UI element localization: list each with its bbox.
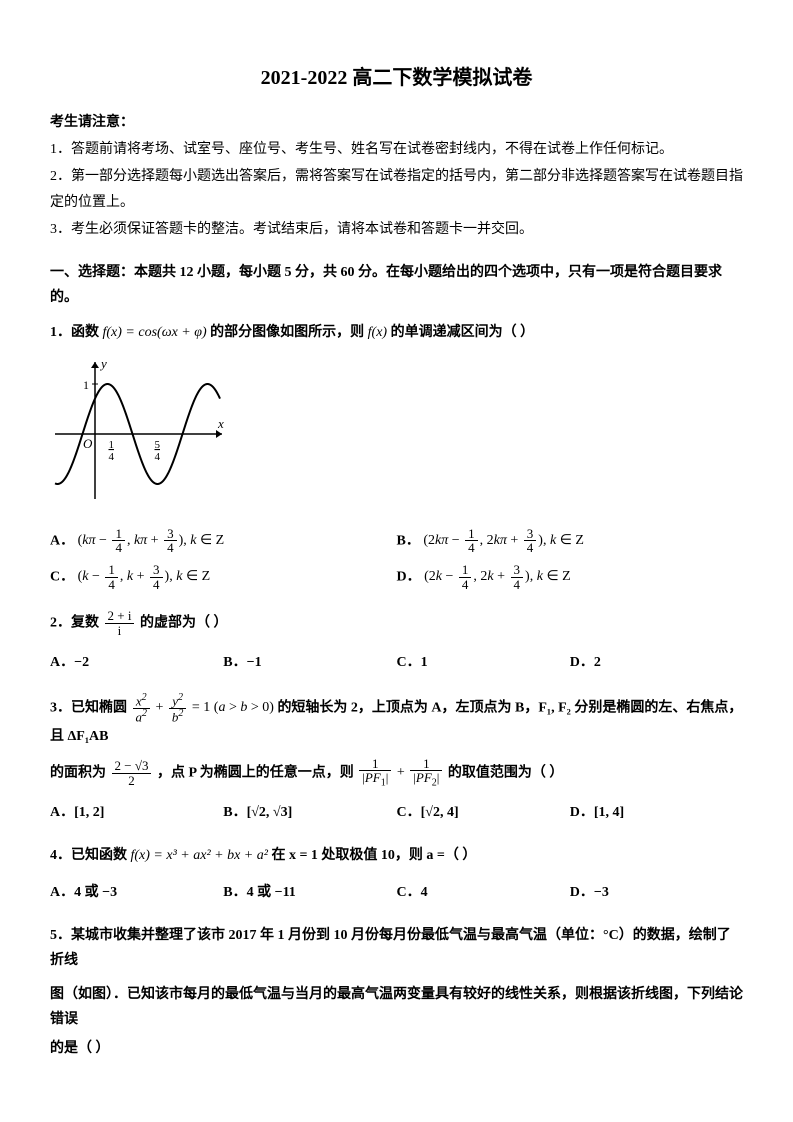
q3-option-d: D．[1, 4] [570, 800, 743, 825]
q2-option-d: D．2 [570, 650, 743, 675]
q3-area-frac: 2 − √3 2 [112, 759, 152, 787]
cosine-graph-svg: yxO11454 [50, 354, 230, 504]
q3-area-num: 2 − √3 [112, 759, 152, 774]
svg-text:y: y [99, 356, 107, 371]
page-title: 2021-2022 高二下数学模拟试卷 [50, 60, 743, 96]
svg-text:5: 5 [155, 439, 161, 451]
q1-fx: f(x) [368, 325, 387, 340]
q4-option-a: A．4 或 −3 [50, 880, 223, 905]
question-5-line3: 的是（ ） [50, 1036, 743, 1061]
q1-graph: yxO11454 [50, 354, 743, 513]
question-4: 4．已知函数 f(x) = x³ + ax² + bx + a² 在 x = 1… [50, 843, 743, 868]
q2-options: A．−2 B．−1 C．1 D．2 [50, 646, 743, 679]
opt-label: D． [397, 569, 421, 584]
question-3: 3．已知椭圆 x2a2 + y2b2 = 1 (a > b > 0) 的短轴长为… [50, 693, 743, 749]
opt-label: A． [50, 533, 74, 548]
question-5-line1: 5．某城市收集并整理了该市 2017 年 1 月份到 10 月份每月份最低气温与… [50, 923, 743, 973]
q3-option-c: C．[√2, 4] [397, 800, 570, 825]
q3-stem-d: ，点 P 为椭圆上的任意一点，则 [157, 765, 357, 780]
q1-stem-c: 的单调递减区间为（ ） [391, 325, 535, 340]
q1-stem-a: 1．函数 [50, 325, 103, 340]
question-1: 1．函数 f(x) = cos(ωx + φ) 的部分图像如图所示，则 f(x)… [50, 320, 743, 345]
instruction-2: 2．第一部分选择题每小题选出答案后，需将答案写在试卷指定的括号内，第二部分非选择… [50, 164, 743, 214]
opt-body: (k − 14, k + 34), k ∈ Z [78, 569, 211, 584]
q2-num: 2 + i [105, 609, 135, 624]
instructions-head: 考生请注意： [50, 110, 743, 135]
q2-option-b: B．−1 [223, 650, 396, 675]
q2-den: i [105, 624, 135, 638]
svg-text:x: x [217, 416, 224, 431]
q3-stem-e: 的取值范围为（ ） [448, 765, 564, 780]
q3-expr: 1|PF1| + 1|PF2| [357, 765, 448, 780]
svg-text:O: O [83, 436, 93, 451]
svg-text:4: 4 [155, 451, 161, 463]
q1-option-d: D． (2k − 14, 2k + 34), k ∈ Z [397, 563, 744, 591]
q3-option-a: A．[1, 2] [50, 800, 223, 825]
q4-option-b: B．4 或 −11 [223, 880, 396, 905]
q4-options: A．4 或 −3 B．4 或 −11 C．4 D．−3 [50, 876, 743, 909]
q3-stem-c: 的面积为 [50, 765, 110, 780]
q1-options: A． (kπ − 14, kπ + 34), k ∈ Z B． (2kπ − 1… [50, 523, 743, 596]
q2-stem-a: 2．复数 [50, 616, 103, 631]
opt-label: B． [397, 533, 420, 548]
svg-text:4: 4 [109, 451, 115, 463]
instruction-1: 1．答题前请将考场、试室号、座位号、考生号、姓名写在试卷密封线内，不得在试卷上作… [50, 137, 743, 162]
q2-option-c: C．1 [397, 650, 570, 675]
question-5-line2: 图（如图）．已知该市每月的最低气温与当月的最高气温两变量具有较好的线性关系，则根… [50, 982, 743, 1032]
q4-stem-b: 在 x = 1 处取极值 10，则 a =（ ） [271, 848, 476, 863]
q1-stem-b: 的部分图像如图所示，则 [210, 325, 368, 340]
q2-stem-b: 的虚部为（ ） [140, 616, 228, 631]
q3-options: A．[1, 2] B．[√2, √3] C．[√2, 4] D．[1, 4] [50, 796, 743, 829]
opt-body: (2kπ − 14, 2kπ + 34), k ∈ Z [423, 533, 584, 548]
q4-option-d: D．−3 [570, 880, 743, 905]
question-3-line2: 的面积为 2 − √3 2 ，点 P 为椭圆上的任意一点，则 1|PF1| + … [50, 757, 743, 790]
q1-option-b: B． (2kπ − 14, 2kπ + 34), k ∈ Z [397, 527, 744, 555]
q3-option-b: B．[√2, √3] [223, 800, 396, 825]
section-1-head: 一、选择题：本题共 12 小题，每小题 5 分，共 60 分。在每小题给出的四个… [50, 260, 743, 310]
q3-area-den: 2 [112, 774, 152, 788]
instruction-3: 3．考生必须保证答题卡的整洁。考试结束后，请将本试卷和答题卡一并交回。 [50, 217, 743, 242]
q2-fraction: 2 + i i [105, 609, 135, 637]
q1-option-c: C． (k − 14, k + 34), k ∈ Z [50, 563, 397, 591]
question-2: 2．复数 2 + i i 的虚部为（ ） [50, 609, 743, 637]
opt-body: (kπ − 14, kπ + 34), k ∈ Z [78, 533, 225, 548]
opt-label: C． [50, 569, 74, 584]
q1-func: f(x) = cos(ωx + φ) [103, 325, 207, 340]
q3-ellipse: x2a2 + y2b2 = 1 (a > b > 0) [131, 700, 278, 715]
q4-stem-a: 4．已知函数 [50, 848, 131, 863]
q4-option-c: C．4 [397, 880, 570, 905]
svg-text:1: 1 [109, 439, 115, 451]
opt-body: (2k − 14, 2k + 34), k ∈ Z [424, 569, 571, 584]
q3-stem-a: 3．已知椭圆 [50, 700, 131, 715]
q1-option-a: A． (kπ − 14, kπ + 34), k ∈ Z [50, 527, 397, 555]
svg-text:1: 1 [83, 378, 89, 392]
q2-option-a: A．−2 [50, 650, 223, 675]
q4-func: f(x) = x³ + ax² + bx + a² [131, 848, 268, 863]
